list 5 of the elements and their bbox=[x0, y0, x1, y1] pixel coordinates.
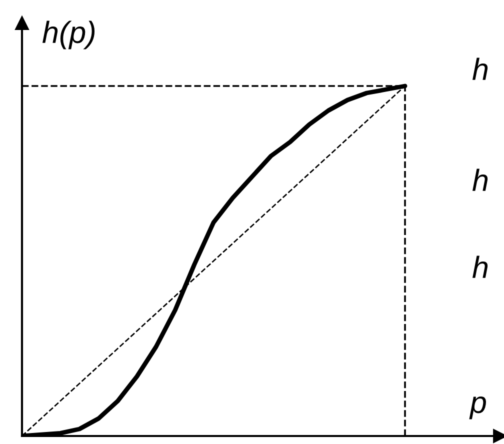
x-axis-title: p bbox=[469, 396, 486, 420]
text: h bbox=[472, 256, 488, 278]
text: h bbox=[472, 58, 488, 80]
text: h bbox=[472, 168, 488, 191]
y-axis-title: h(p) bbox=[42, 20, 95, 50]
